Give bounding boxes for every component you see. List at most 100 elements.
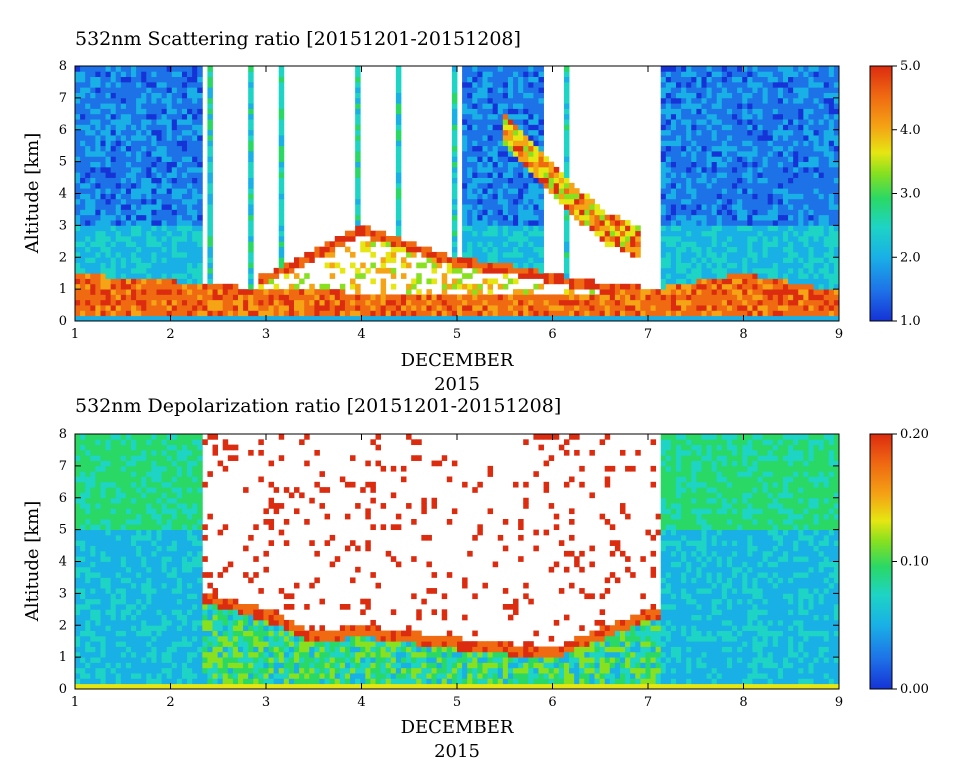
heatmap-cell [701, 98, 706, 104]
heatmap-cell [95, 450, 100, 456]
heatmap-cell [151, 71, 156, 77]
heatmap-cell [819, 215, 824, 221]
heatmap-cell [80, 439, 85, 445]
heatmap-cell [635, 241, 640, 247]
heatmap-cell [85, 631, 90, 637]
heatmap-cell [111, 252, 116, 258]
heatmap-cell [498, 114, 503, 120]
heatmap-cell [75, 140, 80, 146]
heatmap-cell [498, 156, 503, 162]
heatmap-cell [732, 236, 737, 242]
heatmap-cell [376, 305, 381, 311]
heatmap-cell [661, 87, 666, 93]
heatmap-cell [538, 146, 543, 152]
heatmap-cell [304, 300, 309, 306]
heatmap-cell [406, 284, 411, 290]
heatmap-cell [666, 273, 671, 279]
heatmap-cell [90, 455, 95, 461]
heatmap-cell [589, 305, 594, 311]
heatmap-cell [783, 183, 788, 189]
heatmap-cell [319, 252, 324, 258]
heatmap-cell [172, 93, 177, 99]
heatmap-cell [488, 156, 493, 162]
heatmap-cell [671, 151, 676, 157]
heatmap-cell [401, 263, 406, 269]
heatmap-cell [192, 247, 197, 253]
heatmap-cell [95, 231, 100, 237]
heatmap-cell [671, 204, 676, 210]
heatmap-cell [803, 294, 808, 300]
heatmap-cell [95, 114, 100, 120]
colorbar-tick-label: 1.0 [900, 314, 921, 329]
heatmap-cell [162, 220, 167, 226]
heatmap-cell [758, 279, 763, 285]
heatmap-cell [167, 82, 172, 88]
heatmap-cell [248, 188, 253, 194]
heatmap-cell [584, 294, 589, 300]
heatmap-cell [248, 119, 253, 125]
heatmap-cell [503, 119, 508, 125]
heatmap-cell [554, 273, 559, 279]
heatmap-cell [686, 188, 691, 194]
heatmap-cell [75, 599, 80, 605]
heatmap-cell [676, 199, 681, 205]
heatmap-cell [151, 289, 156, 295]
heatmap-cell [95, 647, 100, 653]
heatmap-cell [707, 225, 712, 231]
heatmap-cell [798, 124, 803, 130]
heatmap-cell [752, 257, 757, 263]
heatmap-cell [778, 252, 783, 258]
heatmap-cell [727, 188, 732, 194]
heatmap-cell [95, 294, 100, 300]
heatmap-cell [768, 273, 773, 279]
heatmap-cell [100, 477, 105, 483]
heatmap-cell [100, 257, 105, 263]
heatmap-cell [80, 471, 85, 477]
heatmap-cell [605, 231, 610, 237]
heatmap-cell [131, 231, 136, 237]
heatmap-cell [803, 289, 808, 295]
heatmap-cell [793, 300, 798, 306]
heatmap-cell [574, 199, 579, 205]
heatmap-cell [498, 231, 503, 237]
heatmap-cell [630, 241, 635, 247]
heatmap-cell [752, 279, 757, 285]
heatmap-cell [513, 66, 518, 72]
heatmap-cell [538, 87, 543, 93]
heatmap-cell [452, 199, 457, 205]
heatmap-cell [116, 188, 121, 194]
heatmap-cell [80, 289, 85, 295]
heatmap-cell [742, 130, 747, 136]
heatmap-cell [488, 103, 493, 109]
heatmap-cell [197, 151, 202, 157]
heatmap-cell [651, 310, 656, 316]
heatmap-cell [106, 540, 111, 546]
heatmap-cell [712, 263, 717, 269]
heatmap-cell [742, 204, 747, 210]
heatmap-cell [106, 662, 111, 668]
heatmap-cell [421, 263, 426, 269]
heatmap-cell [579, 199, 584, 205]
heatmap-cell [167, 130, 172, 136]
heatmap-cell [538, 130, 543, 136]
heatmap-cell [100, 583, 105, 589]
heatmap-cell [100, 588, 105, 594]
heatmap-cell [131, 93, 136, 99]
heatmap-cell [151, 215, 156, 221]
heatmap-cell [773, 66, 778, 72]
heatmap-cell [544, 183, 549, 189]
heatmap-cell [493, 140, 498, 146]
heatmap-cell [808, 114, 813, 120]
heatmap-cell [85, 519, 90, 525]
heatmap-cell [90, 562, 95, 568]
heatmap-cell [732, 300, 737, 306]
heatmap-cell [95, 514, 100, 520]
heatmap-cell [462, 220, 467, 226]
heatmap-cell [508, 140, 513, 146]
heatmap-cell [803, 305, 808, 311]
heatmap-cell [635, 225, 640, 231]
heatmap-cell [752, 268, 757, 274]
heatmap-cell [824, 289, 829, 295]
heatmap-cell [814, 178, 819, 184]
heatmap-cell [162, 194, 167, 200]
